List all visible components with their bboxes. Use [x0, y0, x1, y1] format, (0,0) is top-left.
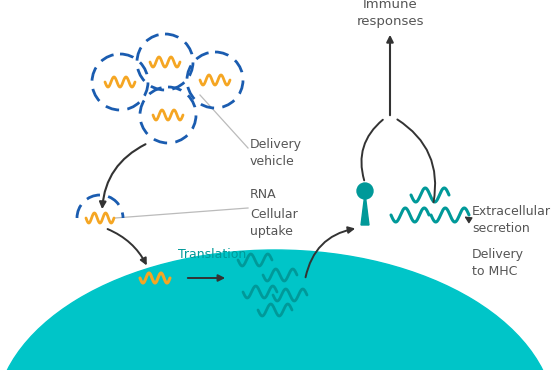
Polygon shape	[361, 193, 369, 225]
Text: Delivery
to MHC: Delivery to MHC	[472, 248, 524, 278]
Ellipse shape	[0, 250, 551, 370]
Text: Cellular
uptake: Cellular uptake	[250, 208, 298, 238]
Circle shape	[357, 183, 373, 199]
Text: RNA: RNA	[250, 188, 277, 201]
Text: Delivery
vehicle: Delivery vehicle	[250, 138, 302, 168]
Text: Extracellular
secretion: Extracellular secretion	[472, 205, 551, 235]
Text: Immune
responses: Immune responses	[356, 0, 424, 28]
Text: Translation: Translation	[178, 249, 246, 262]
